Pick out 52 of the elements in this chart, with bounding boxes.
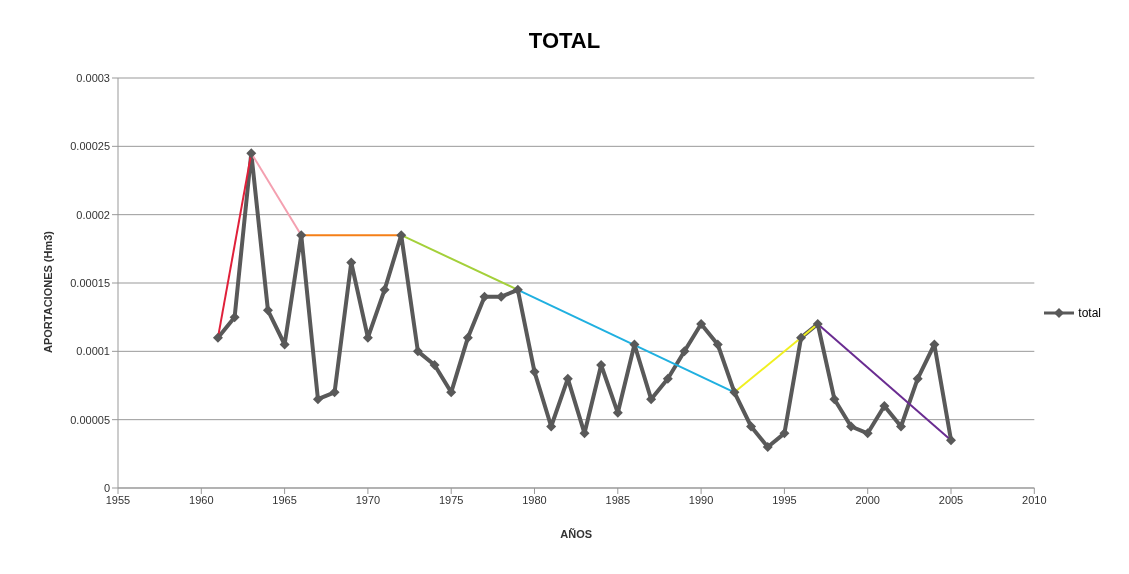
point [262,305,273,316]
x-tick-label: 2000 [855,493,880,506]
x-tick-label: 1980 [522,493,547,506]
x-tick-label: 2010 [1022,493,1047,506]
point [812,319,823,329]
point [746,421,757,432]
chart-title: TOTAL [527,27,602,55]
x-axis-title: AÑOS [560,528,593,540]
point [696,319,707,329]
x-tick-label: 1995 [772,493,797,506]
point [212,332,223,343]
x-tick-label: 1965 [272,493,297,506]
point [946,435,957,446]
x-tick-label: 1960 [189,493,214,506]
point [846,421,857,432]
point [662,373,673,384]
y-tick-label: 0.00025 [70,140,110,153]
point [379,284,390,295]
x-tick-label: 1970 [355,493,381,506]
point [312,394,323,405]
point [796,332,807,343]
point [646,394,657,405]
x-tick-label: 1985 [605,493,631,506]
x-tick-label: 1955 [105,493,131,506]
point [879,401,890,411]
point [512,284,523,295]
point [762,442,773,452]
y-tick-label: 0.0002 [76,208,110,221]
point [729,387,740,398]
y-tick-label: 0.00005 [70,413,110,426]
y-tick-label: 0 [103,481,110,494]
point [829,394,840,405]
point [862,428,873,439]
point [462,332,473,343]
x-tick-label: 1975 [438,493,464,506]
point [246,148,257,159]
point [912,373,923,384]
legend-label: total [1078,306,1101,320]
point [496,291,507,302]
y-tick-label: 0.0003 [76,71,110,84]
point [896,421,907,432]
point [712,339,723,350]
point [412,346,423,357]
x-tick-label: 1990 [688,493,714,506]
y-axis-title: APORTACIONES (Hm3) [41,230,54,353]
point [779,428,790,439]
y-tick-label: 0.0001 [76,345,110,358]
point [529,366,540,377]
y-tick-label: 0.00015 [70,276,110,289]
point [429,360,440,370]
x-tick-label: 2005 [938,493,964,506]
point [679,346,690,357]
